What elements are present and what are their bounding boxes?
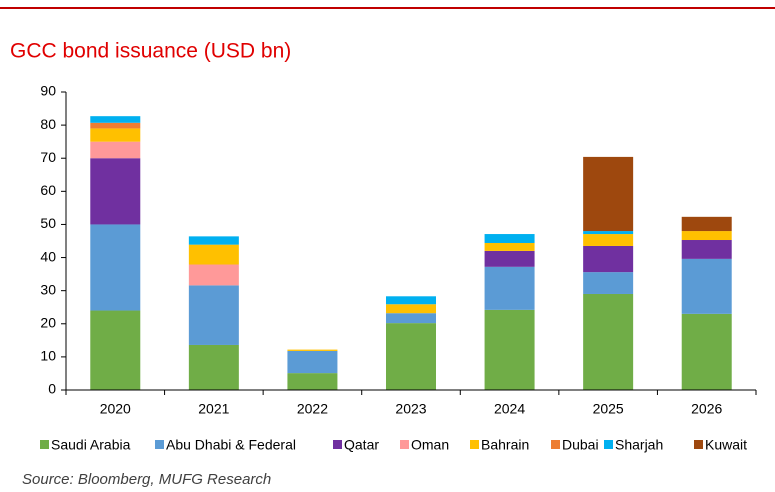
- y-tick-label: 50: [40, 215, 56, 231]
- bar-segment: [90, 310, 141, 390]
- bar-segment: [484, 309, 535, 390]
- bar-segment: [681, 231, 732, 241]
- y-tick-label: 0: [48, 381, 56, 397]
- bar-segment: [681, 240, 732, 259]
- x-tick-label: 2023: [395, 401, 426, 417]
- y-tick-label: 80: [40, 116, 56, 132]
- bar-segment: [681, 258, 732, 314]
- bar-segment: [188, 344, 239, 390]
- legend-swatch: [400, 440, 409, 449]
- x-tick-label: 2025: [593, 401, 624, 417]
- y-tick-label: 30: [40, 281, 56, 297]
- x-tick-label: 2022: [297, 401, 328, 417]
- bar-segment: [484, 250, 535, 267]
- bar-segment: [287, 373, 338, 390]
- bar-segment: [484, 234, 535, 243]
- bar-segment: [484, 242, 535, 251]
- bar-segment: [90, 224, 141, 311]
- legend-swatch: [604, 440, 613, 449]
- bar-segment: [188, 244, 239, 265]
- bar-segment: [90, 158, 141, 225]
- bar-segment: [188, 236, 239, 245]
- bar-segment: [287, 349, 338, 351]
- bar-segment: [484, 266, 535, 310]
- y-tick-label: 10: [40, 348, 56, 364]
- legend-label: Kuwait: [705, 437, 747, 453]
- legend-label: Dubai: [562, 437, 599, 453]
- bar-segment: [583, 293, 634, 390]
- legend-swatch: [551, 440, 560, 449]
- x-tick-label: 2020: [100, 401, 131, 417]
- legend-label: Qatar: [344, 437, 379, 453]
- bar-segment: [287, 350, 338, 374]
- bar-segment: [583, 156, 634, 232]
- bar-segment: [583, 272, 634, 294]
- x-tick-label: 2026: [691, 401, 722, 417]
- y-tick-label: 70: [40, 149, 56, 165]
- bar-segment: [90, 116, 141, 123]
- chart-title: GCC bond issuance (USD bn): [10, 40, 291, 63]
- y-tick-label: 90: [40, 83, 56, 99]
- y-tick-label: 40: [40, 248, 56, 264]
- legend-swatch: [333, 440, 342, 449]
- legend-label: Oman: [411, 437, 449, 453]
- bar-segment: [583, 234, 634, 246]
- bar-segment: [681, 216, 732, 232]
- legend-swatch: [694, 440, 703, 449]
- bar-segment: [386, 313, 436, 324]
- x-tick-label: 2021: [198, 401, 229, 417]
- legend-swatch: [155, 440, 164, 449]
- bar-segment: [386, 323, 436, 390]
- bar-segment: [583, 245, 634, 273]
- bar-segment: [90, 122, 141, 129]
- bar-segment: [188, 285, 239, 345]
- x-tick-label: 2024: [494, 401, 525, 417]
- bar-segment: [583, 231, 634, 235]
- legend-swatch: [40, 440, 49, 449]
- legend-label: Sharjah: [615, 437, 663, 453]
- y-tick-label: 20: [40, 314, 56, 330]
- source-note: Source: Bloomberg, MUFG Research: [22, 471, 271, 488]
- bar-segment: [188, 264, 239, 286]
- y-tick-label: 60: [40, 182, 56, 198]
- legend-label: Saudi Arabia: [51, 437, 131, 453]
- legend-label: Bahrain: [481, 437, 529, 453]
- bar-segment: [681, 313, 732, 390]
- legend-swatch: [470, 440, 479, 449]
- legend-label: Abu Dhabi & Federal: [166, 437, 296, 453]
- bar-segment: [90, 141, 141, 159]
- bar-segment: [386, 296, 436, 305]
- bar-segment: [386, 304, 436, 314]
- bar-segment: [90, 128, 141, 142]
